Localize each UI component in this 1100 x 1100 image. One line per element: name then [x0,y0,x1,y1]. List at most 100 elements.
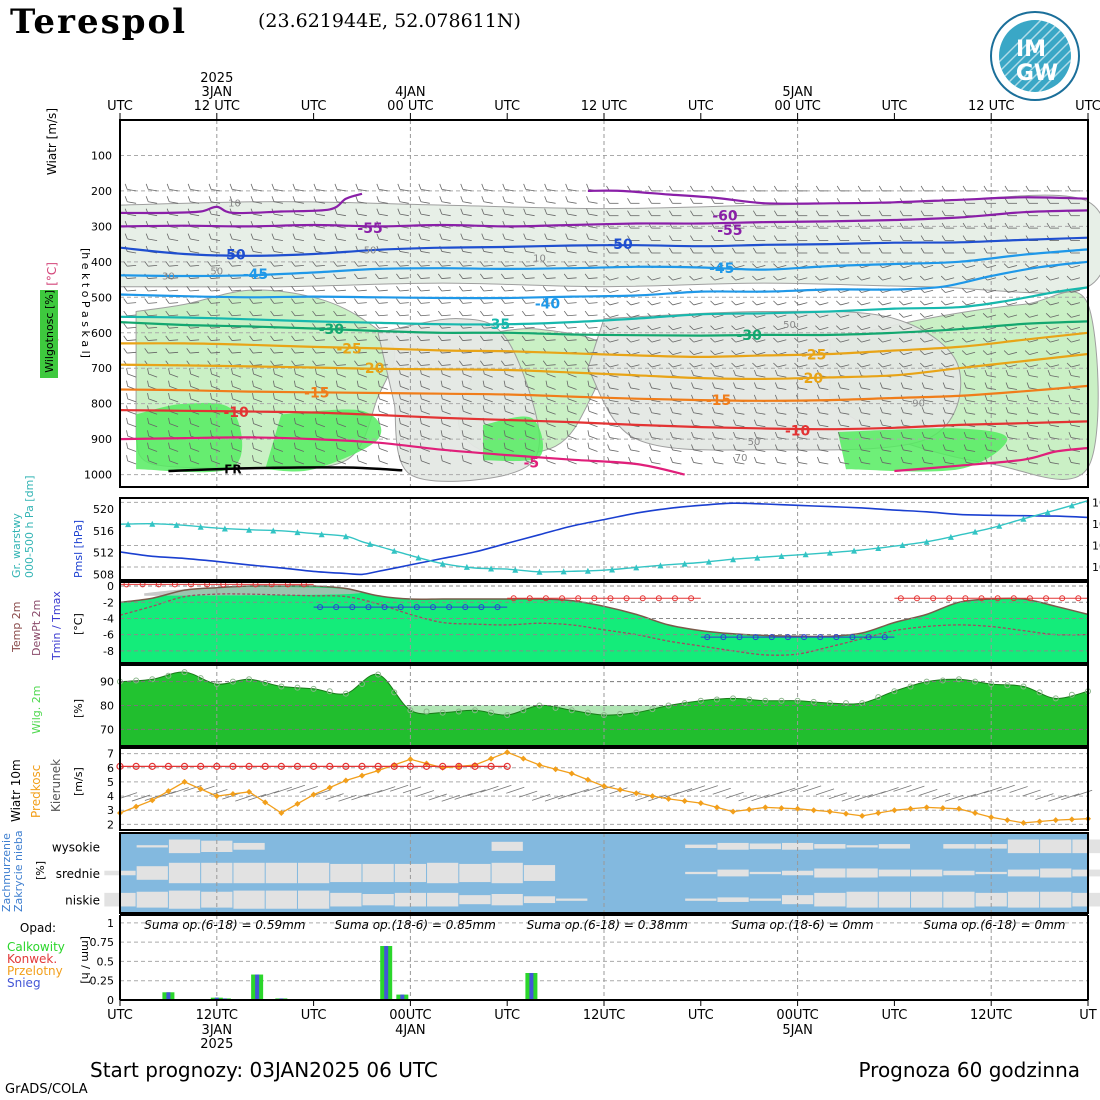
wind-direction-barb [325,793,344,800]
wind-barb-flag [228,335,233,341]
wind-barb-shaft [609,387,619,390]
wind-barb [857,325,871,331]
wind-barb [210,417,221,428]
geopotential-marker [609,566,616,573]
wind-barb-flag [899,235,904,241]
wind-barb-shaft [756,351,766,356]
wind-barb-shaft [568,423,577,428]
wind-barb [418,208,430,217]
cloud-bar-wysokie [717,842,749,850]
wind-barb-flag [249,310,254,317]
wind-barb-shaft [609,289,619,293]
geopotential-marker [342,533,349,540]
tmin-marker [704,634,711,641]
wind-barb-shaft [169,289,179,292]
wind-barb-flag [524,430,527,437]
wind-barb-shaft [588,373,598,378]
wind-barb-shaft [400,398,409,403]
wind-barb [900,407,913,415]
wind-barb-flag [144,348,149,354]
cloud-bar-srednie [330,863,362,883]
wind-barb-shaft [924,364,934,368]
wind-barb [126,393,137,403]
wind-barb [354,286,367,292]
wind-barb-flag [836,275,841,281]
wind-barb-flag [1026,369,1030,376]
wind-barb [1068,394,1080,403]
wind-barb-flag [144,335,149,341]
bottom-time-tick-label: UTC [107,1008,133,1023]
tmax-marker [1059,595,1066,602]
wind-barb [1026,407,1039,415]
wind-barb-shaft [484,448,493,452]
wind-speed-marker [1004,817,1011,824]
tmin-marker [784,634,791,641]
wind-barb-flag [500,273,506,279]
wind-barb [270,286,283,292]
wind-barb-shaft [966,375,976,378]
wind-barb-flag [668,337,673,343]
profile-wind-label: Wiatr [m/s] [45,108,59,175]
wind-barb-shaft [357,351,367,354]
wind-barb [899,222,913,229]
wind-barb [502,233,514,241]
wind-barb-shaft [148,398,158,403]
wind-barb-flag [731,275,736,281]
wind-barb-shaft [315,226,325,229]
wind-barb-shaft [252,277,263,279]
wind-barb-shaft [777,327,787,331]
wind-barb-shaft [442,460,451,465]
wind-barb-shaft [525,213,535,217]
wind-barb-flag [313,196,317,202]
wind-barb-flag [189,430,192,437]
wind-barb-flag [208,233,212,240]
wind-barb [376,183,388,192]
precip-sum-label: Suma op.(18-6) = 0.85mm [335,918,496,932]
wind-barb-flag [753,456,757,463]
wind-gust-marker [342,762,350,770]
wind-barb-flag [189,380,192,387]
wind-barb-flag [1005,407,1009,413]
isotherm--15 [119,384,1089,402]
wind-barb-shaft [966,265,976,269]
wind-barb-shaft [211,460,221,465]
wind-barb-shaft [294,314,304,317]
wind-barb-shaft [420,327,430,329]
wind-barb-flag [1045,312,1051,318]
wind-direction-barb [131,794,151,802]
geopotential-marker [754,554,761,561]
wind-barb [312,310,325,317]
wind-direction-barb [880,787,899,794]
wind-barb [815,235,829,242]
wind-barb [816,444,829,452]
wind-barb [1026,369,1039,378]
wind-barb-shaft [483,188,493,192]
wind-barb [815,362,829,368]
wind-barb-flag [1045,362,1051,368]
temp-tick-label: -8 [103,645,114,658]
wind-barb [542,286,556,292]
wind-barb-flag [794,222,799,229]
wind-barb-flag [354,261,359,267]
wind-barb [669,198,682,204]
wind-barb-flag [605,300,611,306]
wind-barb-shaft [505,435,514,440]
wind-barb [836,235,850,242]
wind-barb-shaft [190,289,200,292]
wind-barb-flag [249,360,254,366]
temp-tick-label: -6 [103,629,114,642]
cloud-bar-srednie [168,862,201,884]
wind-barb-shaft [337,386,347,390]
wind-barb [356,417,367,428]
cloud-bar-niskie [911,891,943,908]
wind-barb-flag [186,286,191,292]
wind-barb-shaft [358,398,367,403]
wind-barb-flag [479,360,485,366]
wind-barb [668,362,682,368]
humidity-2m-label: Wilg. 2m [30,686,43,734]
humidity-marker [375,671,382,678]
wind-barb-flag [482,455,485,461]
wind-barb [752,362,766,368]
wind-barb-flag [1068,394,1072,401]
wind-barb-shaft [1029,412,1039,415]
